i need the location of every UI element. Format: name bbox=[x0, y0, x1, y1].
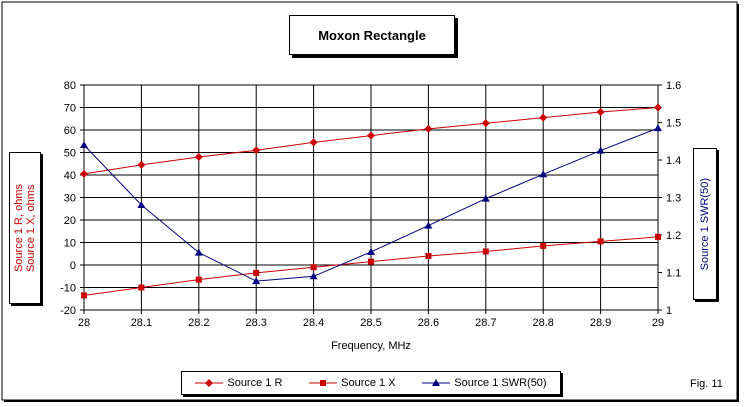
x-axis-tick-label: 28.7 bbox=[475, 317, 496, 329]
data-point-diamond bbox=[596, 108, 605, 116]
data-point-diamond bbox=[80, 169, 88, 178]
data-point-square bbox=[425, 253, 432, 259]
right-axis-tick-label: 1.4 bbox=[666, 155, 681, 167]
left-axis-tick-label: 60 bbox=[64, 125, 76, 137]
data-point-diamond bbox=[367, 131, 375, 140]
data-point-square bbox=[597, 238, 604, 245]
data-point-square bbox=[81, 292, 87, 299]
left-axis-tick-label: 40 bbox=[64, 170, 76, 182]
x-axis-tick-label: 28.1 bbox=[131, 317, 152, 329]
figure-label: Fig. 11 bbox=[690, 378, 723, 390]
data-point-square bbox=[195, 276, 202, 283]
chart-legend: Source 1 R Source 1 X Source 1 SWR(50) bbox=[181, 371, 561, 395]
legend-label-x: Source 1 X bbox=[341, 377, 396, 389]
left-axis-tick-label: -20 bbox=[60, 305, 76, 317]
left-axis-label: Source 1 R, ohms Source 1 X, ohms bbox=[13, 183, 37, 273]
left-axis-tick-label: 80 bbox=[64, 80, 76, 92]
data-point-triangle bbox=[137, 201, 146, 208]
right-axis-tick-label: 1.5 bbox=[666, 118, 681, 130]
data-point-triangle bbox=[424, 221, 433, 229]
data-point-triangle bbox=[194, 248, 203, 256]
x-axis-tick-label: 28.4 bbox=[303, 317, 324, 329]
right-axis-tick-label: 1.3 bbox=[666, 193, 681, 205]
data-point-triangle bbox=[80, 141, 88, 148]
legend-square-icon bbox=[309, 380, 338, 386]
data-point-square bbox=[368, 258, 374, 265]
data-point-square bbox=[482, 248, 489, 255]
x-axis-tick-label: 28.6 bbox=[418, 317, 439, 329]
data-point-diamond bbox=[481, 119, 490, 128]
right-axis-tick-label: 1.1 bbox=[666, 268, 681, 280]
right-axis-tick-label: 1.2 bbox=[666, 230, 681, 242]
right-axis-label: Source 1 SWR(50) bbox=[699, 177, 711, 271]
legend-triangle-icon bbox=[422, 379, 451, 386]
chart-title: Moxon Rectangle bbox=[289, 15, 455, 55]
left-axis-tick-label: 50 bbox=[64, 148, 76, 160]
data-point-square bbox=[540, 242, 547, 249]
data-point-square bbox=[655, 233, 661, 240]
data-point-triangle bbox=[539, 170, 548, 178]
x-axis-tick-label: 28.8 bbox=[532, 317, 553, 329]
data-point-diamond bbox=[424, 124, 433, 133]
x-axis-tick-label: 29 bbox=[652, 317, 664, 329]
legend-label-swr: Source 1 SWR(50) bbox=[454, 377, 547, 389]
x-axis-label: Frequency, MHz bbox=[331, 340, 411, 352]
x-axis-tick-label: 28.3 bbox=[245, 317, 266, 329]
data-point-diamond bbox=[194, 153, 203, 161]
data-point-diamond bbox=[309, 138, 318, 147]
data-point-square bbox=[253, 269, 260, 276]
data-point-triangle bbox=[309, 272, 318, 280]
legend-diamond-icon bbox=[195, 379, 224, 387]
data-point-triangle bbox=[481, 194, 490, 202]
left-axis-label-box: Source 1 R, ohms Source 1 X, ohms bbox=[9, 152, 41, 304]
data-point-diamond bbox=[252, 146, 261, 155]
legend-label-r: Source 1 R bbox=[227, 377, 283, 389]
data-point-square bbox=[310, 264, 317, 271]
left-axis-tick-label: 10 bbox=[64, 238, 76, 250]
data-point-diamond bbox=[539, 113, 548, 122]
x-axis-tick-label: 28 bbox=[78, 317, 90, 329]
x-axis-tick-label: 28.2 bbox=[188, 317, 209, 329]
left-axis-tick-label: 70 bbox=[64, 103, 76, 115]
right-axis-tick-label: 1 bbox=[666, 305, 672, 317]
data-point-triangle bbox=[252, 277, 261, 285]
data-point-diamond bbox=[137, 160, 146, 169]
x-axis-tick-label: 28.5 bbox=[360, 317, 381, 329]
left-axis-tick-label: 20 bbox=[64, 215, 76, 227]
data-point-triangle bbox=[596, 146, 605, 154]
left-axis-tick-label: 30 bbox=[64, 193, 76, 205]
data-point-diamond bbox=[654, 103, 662, 112]
legend-item-x: Source 1 X bbox=[309, 377, 396, 389]
data-point-triangle bbox=[367, 247, 375, 255]
x-axis-tick-label: 28.9 bbox=[590, 317, 611, 329]
data-point-square bbox=[138, 284, 145, 291]
legend-item-r: Source 1 R bbox=[195, 377, 282, 389]
left-axis-tick-label: -10 bbox=[60, 283, 76, 295]
left-axis-tick-label: 0 bbox=[70, 260, 76, 272]
legend-item-swr: Source 1 SWR(50) bbox=[422, 377, 547, 389]
right-axis-label-box: Source 1 SWR(50) bbox=[693, 148, 717, 300]
right-axis-tick-label: 1.6 bbox=[666, 80, 681, 92]
data-point-triangle bbox=[654, 124, 662, 132]
